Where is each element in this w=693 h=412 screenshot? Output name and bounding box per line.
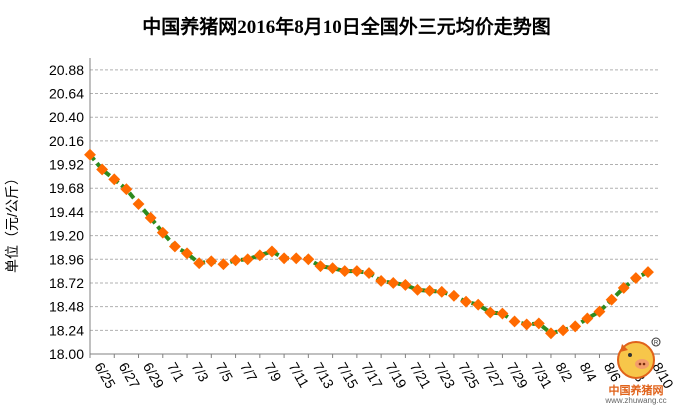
data-point-marker	[545, 327, 557, 340]
data-point-marker	[617, 281, 630, 294]
data-point-marker	[144, 211, 157, 224]
x-tick-label: 8/2	[552, 360, 576, 385]
y-tick-label: 18.24	[49, 322, 84, 338]
x-tick-label: 7/5	[213, 360, 237, 385]
y-tick-label: 20.40	[49, 109, 84, 125]
data-point-marker	[290, 252, 303, 265]
x-tick-label: 7/17	[358, 360, 386, 392]
data-point-marker	[484, 306, 497, 319]
data-point-marker	[253, 249, 266, 262]
x-tick-label: 6/27	[116, 360, 144, 392]
data-point-marker	[399, 278, 412, 291]
data-point-marker	[205, 255, 218, 268]
y-tick-label: 18.48	[49, 299, 84, 315]
data-point-marker	[496, 307, 509, 320]
y-tick-label: 18.96	[49, 251, 84, 267]
data-point-marker	[326, 262, 339, 275]
data-point-marker	[241, 253, 254, 266]
x-tick-label: 7/11	[285, 360, 312, 391]
data-point-marker	[447, 289, 460, 302]
x-tick-label: 7/27	[480, 360, 508, 392]
x-tick-label: 7/25	[455, 360, 483, 392]
data-point-marker	[605, 293, 618, 306]
data-point-marker	[581, 312, 594, 325]
y-tick-label: 18.00	[49, 346, 84, 362]
data-point-marker	[375, 275, 388, 287]
data-point-marker	[132, 198, 145, 210]
x-tick-label: 7/13	[310, 360, 338, 392]
data-point-marker	[168, 240, 181, 253]
data-point-marker	[217, 258, 230, 271]
data-point-marker	[156, 226, 169, 239]
data-point-marker	[508, 315, 521, 328]
data-point-marker	[314, 260, 327, 273]
x-tick-label: 7/9	[261, 360, 285, 385]
data-point-marker	[435, 285, 448, 298]
y-tick-label: 18.72	[49, 275, 84, 291]
data-point-marker	[472, 298, 485, 311]
x-tick-label: 7/29	[504, 360, 532, 392]
data-point-marker	[302, 253, 315, 266]
data-point-marker	[278, 252, 291, 265]
data-point-marker	[338, 265, 351, 278]
data-point-marker	[120, 183, 133, 196]
brand-url: www.zhuwang.cc	[605, 396, 667, 405]
data-point-marker	[557, 324, 570, 337]
y-tick-label: 20.16	[49, 133, 84, 149]
data-point-marker	[460, 295, 472, 308]
y-tick-label: 19.92	[49, 157, 84, 173]
data-point-marker	[411, 283, 424, 296]
data-point-marker	[84, 148, 96, 161]
data-point-marker	[520, 318, 533, 331]
x-tick-label: 7/19	[383, 360, 411, 392]
data-point-marker	[363, 267, 375, 280]
data-point-marker	[350, 265, 363, 278]
brand-logo-text: 中国养猪网	[608, 384, 664, 397]
y-tick-label: 20.88	[49, 62, 84, 78]
x-tick-label: 6/29	[140, 360, 168, 392]
x-tick-label: 6/25	[91, 360, 119, 392]
x-tick-label: 7/31	[528, 360, 556, 392]
data-point-marker	[387, 277, 400, 289]
data-point-marker	[96, 163, 109, 176]
data-point-marker	[593, 305, 606, 318]
x-tick-label: 7/23	[431, 360, 459, 392]
svg-text:R: R	[654, 341, 659, 347]
data-point-marker	[423, 284, 436, 297]
y-tick-label: 20.64	[49, 86, 84, 102]
data-point-marker	[229, 254, 242, 267]
y-tick-label: 19.68	[49, 180, 84, 196]
x-tick-label: 7/21	[407, 360, 435, 392]
x-tick-label: 7/1	[164, 360, 188, 385]
chart-title: 中国养猪网2016年8月10日全国外三元均价走势图	[142, 17, 551, 38]
y-tick-label: 19.20	[49, 228, 84, 244]
data-point-marker	[629, 272, 642, 284]
y-tick-label: 19.44	[49, 204, 84, 220]
brand-logo: R 中国养猪网 www.zhuwang.cc	[596, 334, 676, 406]
x-tick-label: 7/3	[188, 360, 212, 385]
x-tick-label: 7/7	[237, 360, 261, 385]
x-tick-label: 7/15	[334, 360, 362, 392]
pig-logo-icon: R	[617, 337, 661, 379]
